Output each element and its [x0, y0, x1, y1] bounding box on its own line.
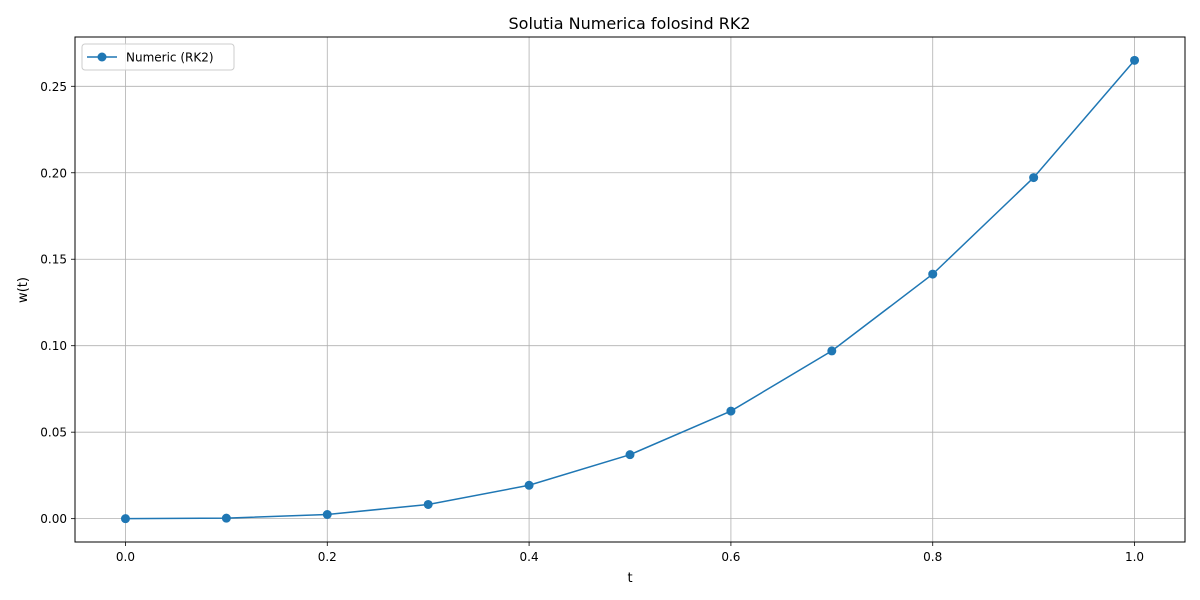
x-tick-label: 0.0 [116, 550, 135, 564]
data-point [1029, 173, 1039, 183]
legend-label: Numeric (RK2) [126, 51, 214, 65]
data-point [1130, 55, 1140, 65]
data-point [120, 514, 130, 524]
x-tick-label: 0.6 [721, 550, 740, 564]
data-point [928, 269, 938, 279]
data-point [423, 499, 433, 509]
x-tick-label: 0.4 [520, 550, 539, 564]
x-tick-label: 1.0 [1125, 550, 1144, 564]
legend: Numeric (RK2) [81, 43, 235, 71]
legend-marker-swatch [97, 52, 107, 62]
data-point [524, 480, 534, 490]
x-tick-label: 0.2 [318, 550, 337, 564]
data-point [827, 346, 837, 356]
y-tick-label: 0.00 [40, 512, 67, 526]
x-axis-ticks: 0.0 0.2 0.4 0.6 0.8 1.0 [116, 542, 1144, 564]
y-tick-label: 0.20 [40, 166, 67, 180]
y-tick-label: 0.15 [40, 253, 67, 267]
y-tick-label: 0.25 [40, 80, 67, 94]
y-tick-label: 0.10 [40, 339, 67, 353]
x-tick-label: 0.8 [923, 550, 942, 564]
chart-title: Solutia Numerica folosind RK2 [509, 14, 751, 33]
y-axis-label: w(t) [16, 277, 31, 303]
series-layer [120, 55, 1140, 524]
plot-area-frame [74, 36, 1186, 543]
data-point [625, 450, 635, 460]
x-axis-label: t [627, 571, 632, 586]
data-point [726, 406, 736, 416]
data-point [221, 513, 231, 523]
data-point [322, 510, 332, 520]
grid-lines [75, 37, 1185, 542]
legend-box [81, 43, 235, 71]
y-axis-ticks: 0.00 0.05 0.10 0.15 0.20 0.25 [40, 80, 75, 526]
y-tick-label: 0.05 [40, 426, 67, 440]
